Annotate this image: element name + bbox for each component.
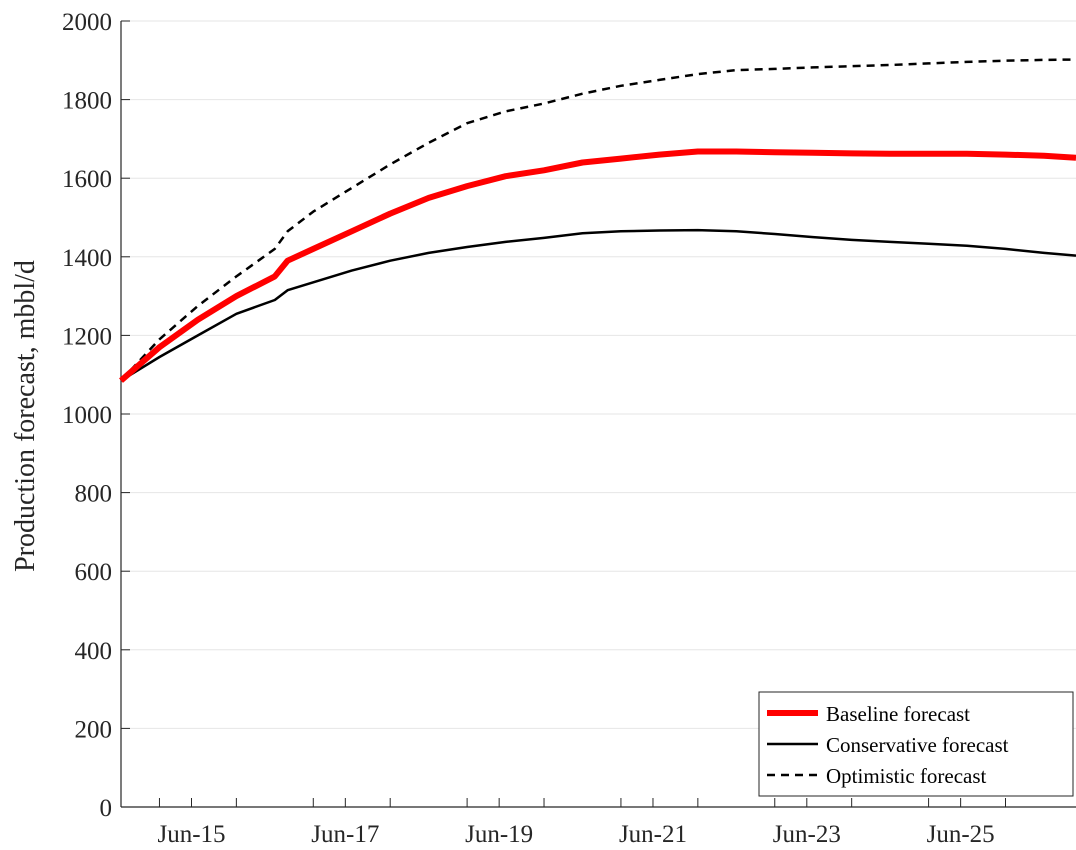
y-axis-label: Production forecast, mbbl/d	[10, 260, 41, 572]
series-group	[119, 58, 1076, 383]
y-tick-label: 200	[75, 716, 113, 743]
legend: Baseline forecast Conservative forecast …	[758, 691, 1074, 797]
legend-label-conservative: Conservative forecast	[826, 733, 1009, 757]
y-tick-label: 400	[75, 638, 113, 665]
tick-labels: 0 200 400 600 800 1000 1200 1400 1600 1800 2000 Jun…	[62, 9, 995, 848]
y-tick-label: 0	[100, 795, 113, 822]
series-line-optimistic-forecast	[120, 58, 1076, 382]
y-tick-label: 800	[75, 481, 113, 508]
grid-lines	[121, 20, 1076, 729]
x-tick-label: Jun-19	[465, 821, 533, 848]
x-tick-label: Jun-23	[773, 821, 841, 848]
y-tick-label: 1800	[62, 88, 112, 115]
x-tick-label: Jun-21	[619, 821, 687, 848]
y-tick-label: 1000	[62, 402, 112, 429]
series-line-baseline-forecast	[119, 148, 1076, 383]
axes	[120, 20, 1076, 808]
y-tick-label: 1200	[62, 323, 112, 350]
y-tick-label: 2000	[62, 9, 112, 36]
y-tick-label: 1600	[62, 166, 112, 193]
x-tick-label: Jun-25	[927, 821, 995, 848]
legend-label-baseline: Baseline forecast	[826, 702, 970, 726]
y-tick-label: 600	[75, 559, 113, 586]
x-tick-label: Jun-15	[157, 821, 225, 848]
series-line-conservative-forecast	[120, 228, 1076, 382]
legend-label-optimistic: Optimistic forecast	[826, 764, 987, 788]
x-tick-label: Jun-17	[311, 821, 379, 848]
y-tick-label: 1400	[62, 245, 112, 272]
